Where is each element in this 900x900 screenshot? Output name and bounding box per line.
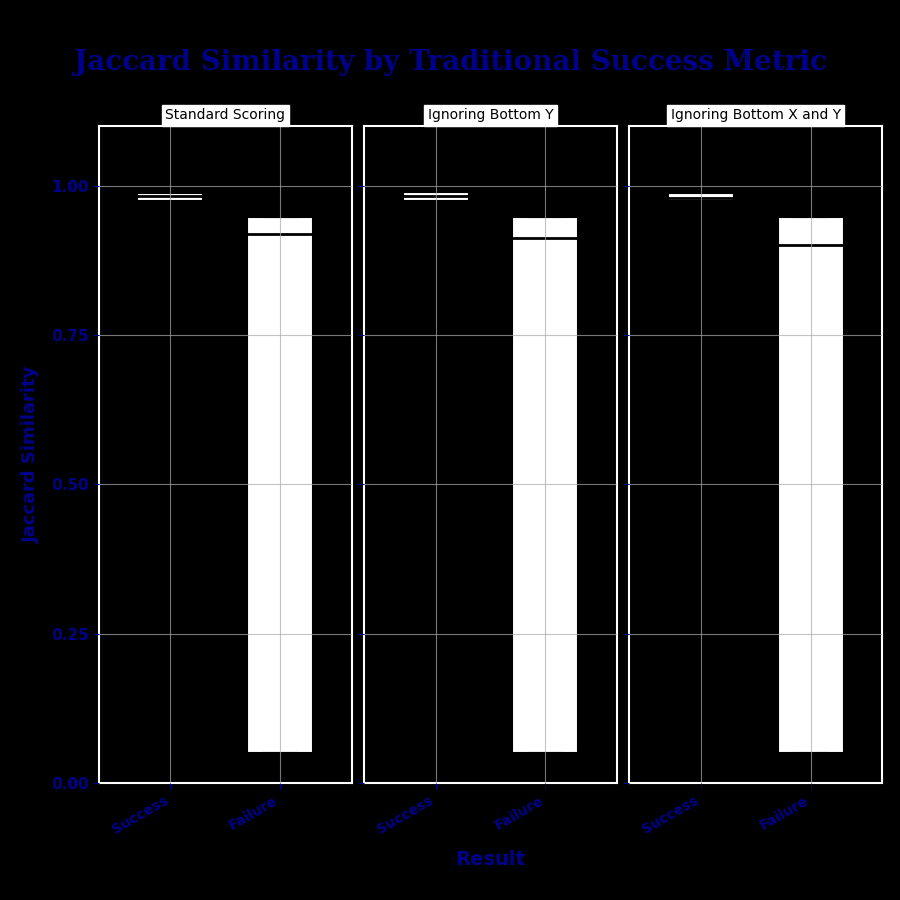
PathPatch shape bbox=[512, 217, 579, 753]
Title: Standard Scoring: Standard Scoring bbox=[166, 108, 285, 122]
PathPatch shape bbox=[248, 217, 313, 753]
Title: Ignoring Bottom X and Y: Ignoring Bottom X and Y bbox=[670, 108, 841, 122]
PathPatch shape bbox=[668, 194, 733, 202]
PathPatch shape bbox=[402, 193, 469, 201]
Text: Result: Result bbox=[455, 850, 526, 869]
PathPatch shape bbox=[138, 193, 203, 201]
Title: Ignoring Bottom Y: Ignoring Bottom Y bbox=[428, 108, 554, 122]
PathPatch shape bbox=[778, 217, 843, 753]
Text: Jaccard Similarity by Traditional Success Metric: Jaccard Similarity by Traditional Succes… bbox=[74, 50, 826, 76]
Y-axis label: Jaccard Similarity: Jaccard Similarity bbox=[22, 365, 40, 544]
